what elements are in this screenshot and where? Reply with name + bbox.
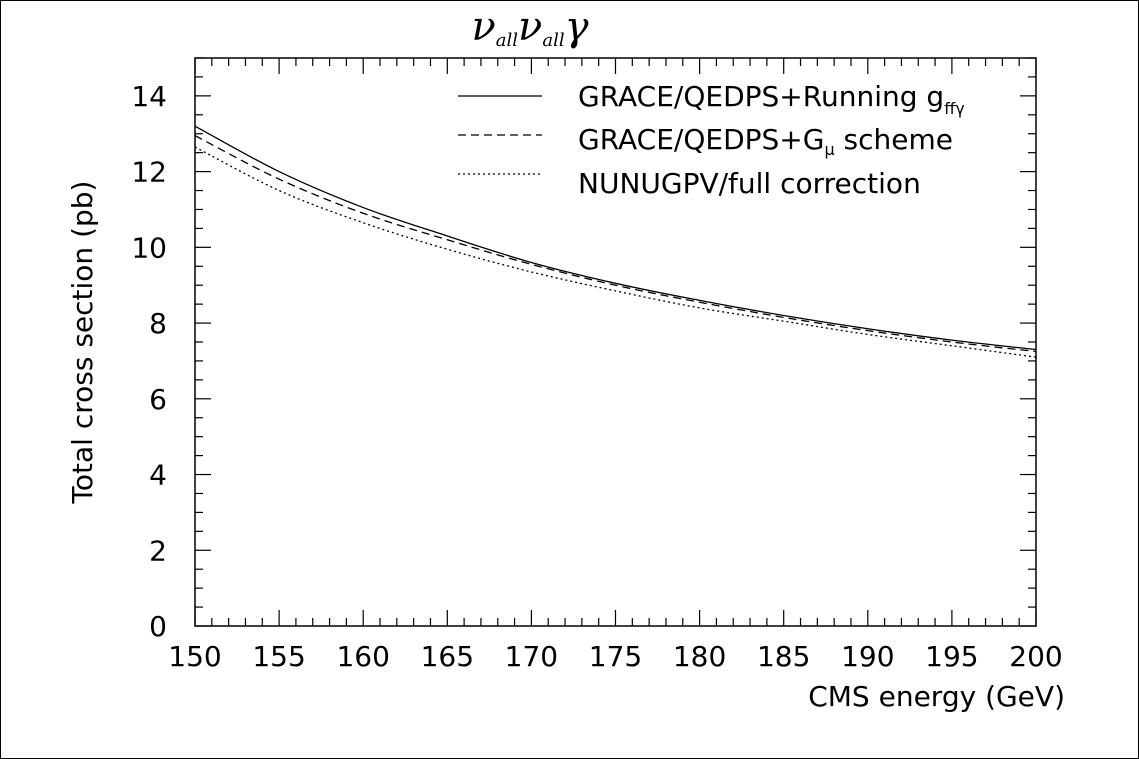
x-tick-label: 175: [589, 640, 642, 673]
x-axis-tick-labels: 150 155 160 165 170 175 180 185 190 195 200: [168, 640, 1062, 673]
x-tick-label: 200: [1009, 640, 1062, 673]
y-tick-label: 14: [131, 80, 167, 113]
y-axis-title: Total cross section (pb): [66, 181, 99, 505]
title-nu-2: ν: [518, 4, 542, 50]
legend-label-grace-gmu: GRACE/QEDPS+Gμ scheme: [578, 123, 953, 159]
y-tick-label: 0: [149, 610, 167, 643]
y-axis-tick-labels: 0 2 4 6 8 10 12 14: [131, 80, 167, 643]
y-tick-label: 2: [149, 534, 167, 567]
title-gamma: γ: [565, 4, 589, 50]
legend-label-1-main: GRACE/QEDPS+Running g: [578, 80, 944, 113]
y-tick-label: 8: [149, 307, 167, 340]
series-line-3: [194, 146, 1037, 358]
x-tick-label: 155: [252, 640, 305, 673]
x-tick-label: 180: [673, 640, 726, 673]
y-axis-ticks: [195, 57, 1036, 627]
title-sub-2: all: [542, 30, 564, 51]
legend-label-2-sub: μ: [824, 140, 834, 159]
legend-label-1-sub: ffγ: [944, 99, 965, 118]
x-tick-label: 195: [925, 640, 978, 673]
y-tick-label: 4: [149, 459, 167, 492]
legend: GRACE/QEDPS+Running gffγ GRACE/QEDPS+Gμ …: [458, 80, 965, 200]
legend-label-nunugpv: NUNUGPV/full correction: [578, 167, 921, 200]
x-axis-ticks: [194, 58, 1037, 626]
y-tick-label: 10: [131, 231, 167, 264]
legend-label-grace-running: GRACE/QEDPS+Running gffγ: [578, 80, 965, 118]
x-tick-label: 190: [841, 640, 894, 673]
legend-label-2-main: GRACE/QEDPS+G: [578, 123, 824, 156]
x-tick-label: 160: [336, 640, 389, 673]
x-tick-label: 170: [505, 640, 558, 673]
series-line-1: [194, 125, 1037, 351]
title-sub-1: all: [496, 30, 518, 51]
series-line-2: [194, 135, 1037, 353]
chart-title: νallνallγ: [471, 4, 588, 51]
title-nu-1: ν: [471, 4, 495, 50]
y-tick-label: 6: [149, 383, 167, 416]
series-lines: [194, 125, 1037, 358]
y-tick-label: 12: [131, 156, 167, 189]
x-tick-label: 185: [757, 640, 810, 673]
legend-label-2-suffix: scheme: [835, 123, 953, 156]
x-tick-label: 150: [168, 640, 221, 673]
x-axis-title: CMS energy (GeV): [808, 680, 1065, 713]
x-tick-label: 165: [421, 640, 474, 673]
